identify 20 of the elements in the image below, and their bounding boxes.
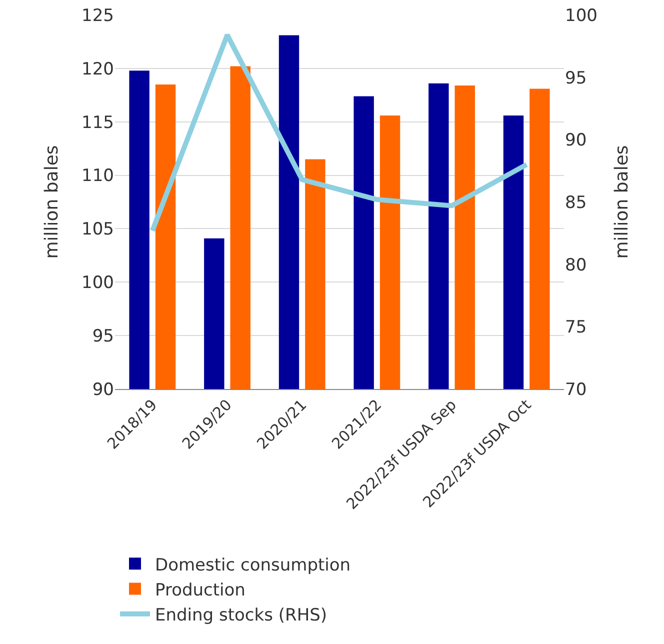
legend-label: Domestic consumption (155, 555, 351, 576)
y2-tick-label: 80 (565, 255, 587, 276)
y-tick-label: 115 (82, 112, 114, 133)
legend-label: Ending stocks (RHS) (155, 605, 328, 626)
y-tick-label: 105 (82, 220, 114, 240)
y2-tick-label: 85 (565, 192, 587, 213)
y-tick-label: 120 (82, 59, 114, 80)
y2-tick-label: 75 (565, 318, 587, 338)
y2-tick-label: 90 (565, 130, 587, 151)
y2-tick-label: 100 (565, 6, 598, 26)
y-tick-label: 90 (92, 380, 114, 400)
y-tick-label: 100 (82, 273, 114, 294)
y-tick-label: 125 (82, 6, 114, 26)
y-tick-label: 110 (82, 166, 114, 186)
y-axis-title: million bales (42, 145, 63, 259)
y2-tick-label: 95 (565, 68, 587, 88)
y2-axis-title: million bales (612, 145, 633, 259)
y2-tick-label: 70 (565, 380, 587, 400)
legend-label: Production (155, 580, 246, 600)
y-tick-label: 95 (92, 326, 114, 347)
